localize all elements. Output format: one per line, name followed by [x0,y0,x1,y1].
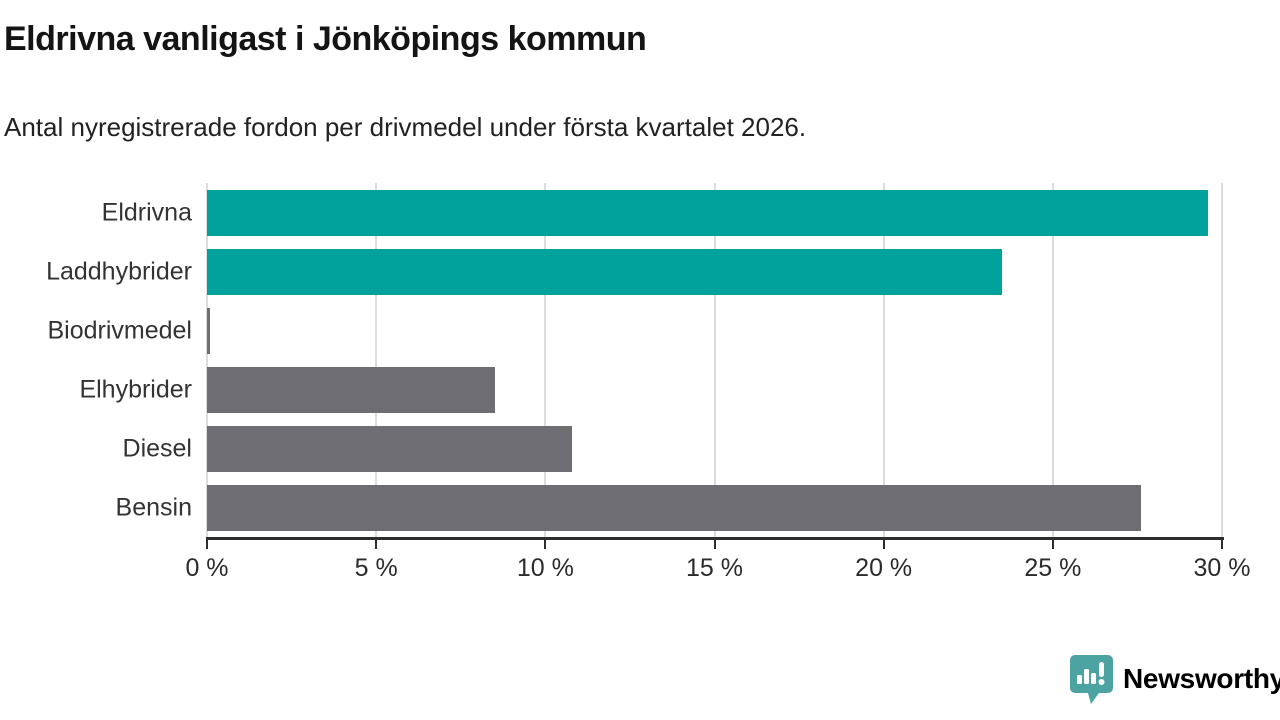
bar-row: Diesel [0,419,1280,478]
axis-tick [544,540,547,549]
gridline [206,183,208,537]
axis-tick-label: 30 % [1193,554,1251,582]
axis-tick [375,540,378,549]
bar-chart: Eldrivna Laddhybrider Biodrivmedel Elhybrid… [0,183,1280,603]
bar-row: Bensin [0,478,1280,537]
gridline [375,183,378,537]
axis-tick [1221,540,1223,549]
gridline [1051,183,1054,537]
bar-bensin [207,484,1141,531]
bar-row: Elhybrider [0,360,1280,419]
bar-row: Eldrivna [0,183,1280,242]
axis-tick-label: 20 % [855,554,913,582]
category-label: Laddhybrider [46,257,192,285]
category-label: Elhybrider [79,375,192,403]
gridline [882,183,885,537]
axis-tick [206,540,208,549]
bar-diesel [207,425,573,472]
axis-tick [1051,540,1054,549]
gridline [713,183,716,537]
axis-tick [713,540,716,549]
axis-tick-label: 25 % [1024,554,1082,582]
bar-elhybrider [207,366,495,413]
category-label: Eldrivna [101,198,192,226]
bar-row: Biodrivmedel [0,301,1280,360]
axis-tick-label: 15 % [686,554,743,582]
axis-tick-label: 5 % [354,554,398,582]
gridline [1221,183,1223,537]
newsworthy-wordmark: Newsworthy [1123,663,1280,694]
category-label: Bensin [115,493,192,521]
bar-rows: Eldrivna Laddhybrider Biodrivmedel Elhybrid… [0,183,1280,537]
gridline [544,183,547,537]
category-label: Diesel [122,434,192,462]
grid-layer [206,183,1223,537]
bar-biodrivmedel [207,307,211,354]
axis-tick-label: 0 % [185,554,229,582]
bar-laddhybrider [207,248,1003,295]
bar-eldrivna [207,189,1209,236]
bar-row: Laddhybrider [0,242,1280,301]
newsworthy-logo[interactable]: Newsworthy [1069,654,1280,704]
axis-tick-label: 10 % [516,554,574,582]
category-label: Biodrivmedel [47,316,192,344]
chart-subtitle: Antal nyregistrerade fordon per drivmede… [4,112,807,142]
chart-title: Eldrivna vanligast i Jönköpings kommun [4,20,647,58]
newsworthy-icon [1070,655,1113,704]
axis-tick [882,540,885,549]
x-axis-line [206,537,1224,540]
